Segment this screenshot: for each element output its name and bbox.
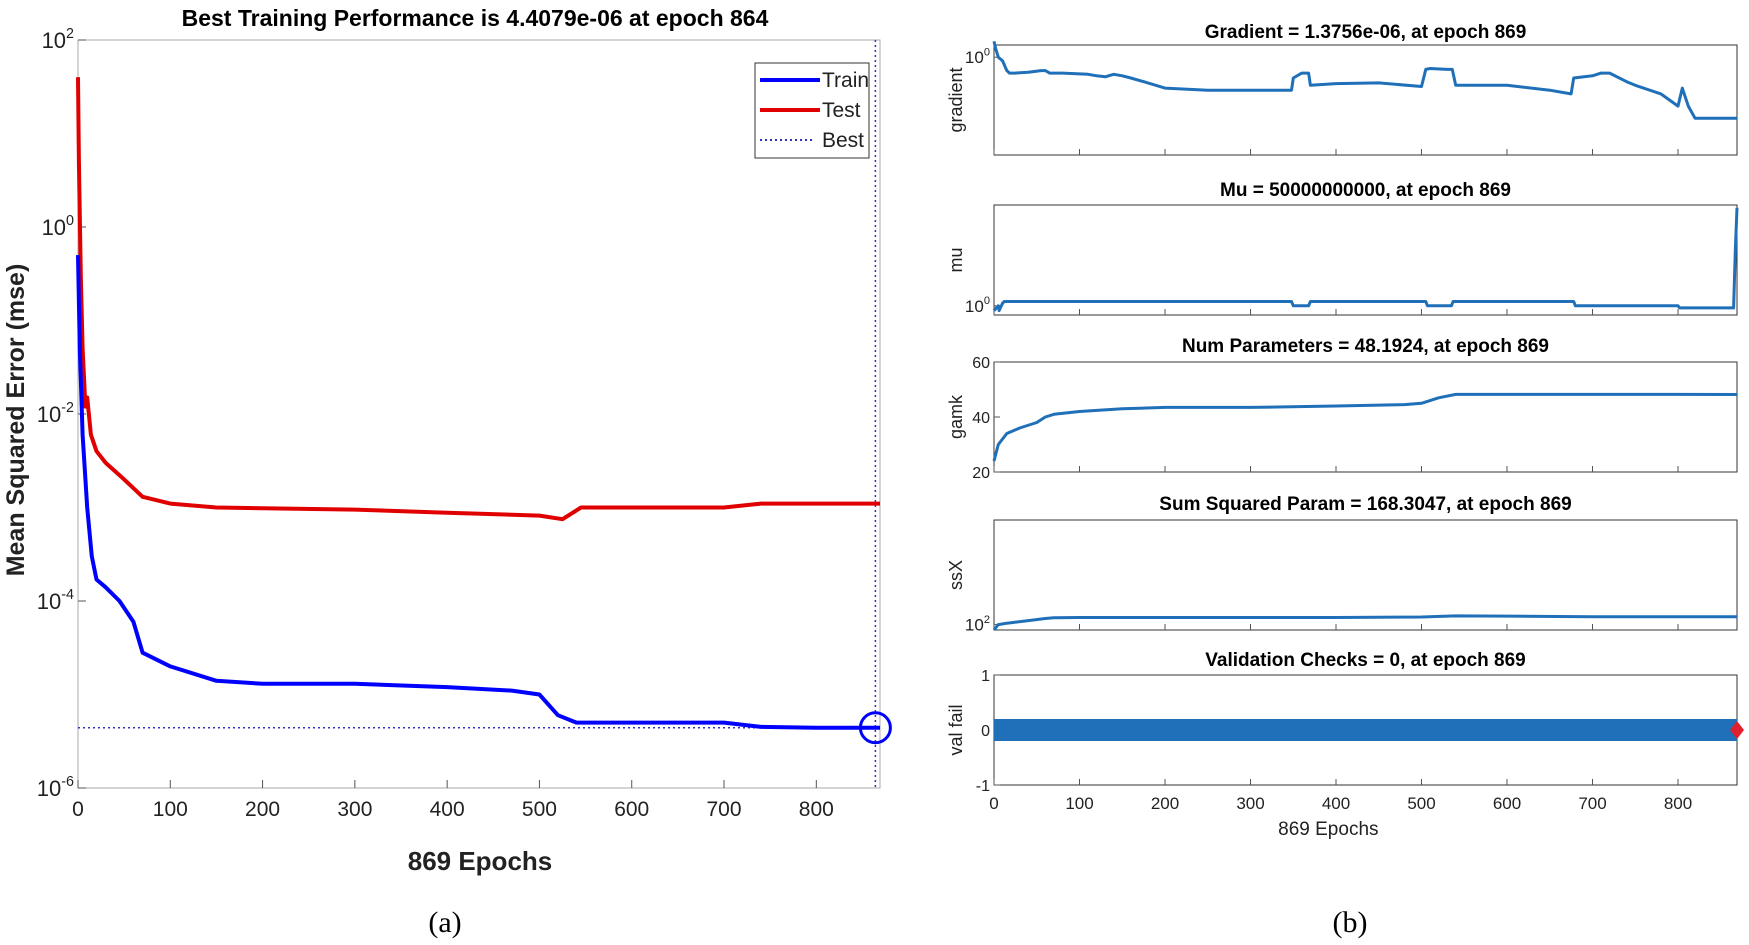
x-tick-label: 100 [153,798,188,821]
subplot-y-label: ssX [946,560,966,590]
subplot-y-label: val fail [946,704,966,755]
caption-a: (a) [428,906,461,939]
y-tick-label: 10-6 [37,774,74,801]
x-tick-label: 800 [799,798,834,821]
y-tick-label: 100 [42,213,74,240]
subplot-title: Sum Squared Param = 168.3047, at epoch 8… [1159,494,1571,515]
subplot-b-mu: Mu = 50000000000, at epoch 869 mu 100 [946,180,1739,316]
panel-a: Best Training Performance is 4.4079e-06 … [2,5,892,876]
legend-label-best: Best [822,129,864,152]
x-tick-label: 400 [430,798,465,821]
series-line [992,614,1737,631]
y-tick-label: 10-2 [37,400,74,427]
y-tick-label: 102 [965,614,990,635]
y-tick-label: 10-4 [37,587,74,614]
y-tick-label: 1 [981,668,990,685]
subplot-title: Gradient = 1.3756e-06, at epoch 869 [1205,22,1527,43]
subplot-axes [993,519,1738,631]
subplot-title: Mu = 50000000000, at epoch 869 [1220,180,1511,201]
x-tick-label: 200 [1151,794,1179,813]
caption-b: (b) [1333,906,1368,939]
epoch-marker [1730,721,1744,739]
x-tick-label: 600 [1493,794,1521,813]
y-ticks-a: 10-6 10-4 10-2 100 102 [37,26,86,801]
y-tick-label: 60 [972,355,990,372]
chart-a-title: Best Training Performance is 4.4079e-06 … [182,5,769,31]
x-tick-label: 100 [1065,794,1093,813]
x-ticks-a: 0 100 200 300 400 500 600 700 800 [72,780,834,821]
y-tick-label: 102 [42,26,74,53]
subplot-title: Validation Checks = 0, at epoch 869 [1205,650,1526,671]
y-tick-label: 20 [972,465,990,482]
series-a [76,40,892,788]
x-tick-label: 0 [72,798,84,821]
x-axis-label-a: 869 Epochs [408,846,553,876]
subplot-axes [993,361,1738,473]
series-line [992,207,1739,313]
legend-label-test: Test [822,99,861,122]
series-line [992,392,1738,462]
x-tick-label: 500 [1407,794,1435,813]
subplot-axes [993,204,1738,316]
y-tick-label: 100 [965,295,990,316]
subplot-y-label: gamk [946,394,966,439]
subplot-b-val: Validation Checks = 0, at epoch 869 val f… [946,650,1744,840]
panel-b: Gradient = 1.3756e-06, at epoch 869 gradi… [946,22,1744,840]
subplot-y-label: gradient [946,67,966,132]
x-tick-label: 700 [707,798,742,821]
test-line [76,77,880,522]
series-line [992,40,1737,120]
x-tick-label: 400 [1322,794,1350,813]
subplot-b-gradient: Gradient = 1.3756e-06, at epoch 869 gradi… [946,22,1738,156]
x-tick-label: 200 [245,798,280,821]
y-tick-label: 100 [965,47,990,68]
x-tick-label: 300 [1236,794,1264,813]
x-tick-label: 600 [614,798,649,821]
subplot-title: Num Parameters = 48.1924, at epoch 869 [1182,336,1549,357]
subplot-y-label: mu [946,247,966,272]
legend-label-train: Train [822,69,869,92]
best-point-marker [858,711,892,745]
y-tick-label: 40 [972,410,990,427]
x-tick-label: 800 [1664,794,1692,813]
y-tick-label: -1 [976,778,990,795]
y-tick-label: 0 [981,723,990,740]
subplot-b-params: Num Parameters = 48.1924, at epoch 869 ga… [946,336,1738,482]
x-tick-label: 700 [1578,794,1606,813]
subplot-axes [993,44,1738,156]
legend-a: Train Test Best [754,62,870,159]
x-tick-label: 300 [337,798,372,821]
x-axis-label-b: 869 Epochs [1278,819,1378,840]
x-tick-label: 0 [989,794,998,813]
x-tick-label: 500 [522,798,557,821]
subplot-b-ssx: Sum Squared Param = 168.3047, at epoch 8… [946,494,1738,635]
train-line [76,255,880,730]
y-axis-label-a: Mean Squared Error (mse) [2,264,30,577]
